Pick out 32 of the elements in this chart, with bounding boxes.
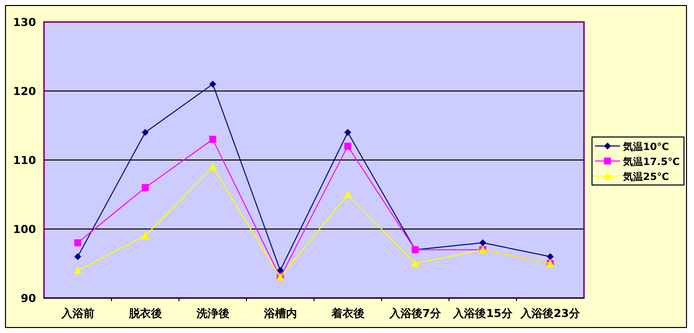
y-tick-label: 130 bbox=[13, 16, 36, 29]
point bbox=[344, 190, 352, 198]
y-tick-label: 110 bbox=[13, 154, 36, 167]
point bbox=[74, 266, 82, 274]
point bbox=[142, 184, 149, 192]
x-tick-label: 入浴後7分 bbox=[388, 307, 442, 320]
legend-label: 気温25℃ bbox=[622, 171, 670, 183]
point bbox=[208, 162, 217, 170]
point bbox=[546, 253, 554, 260]
x-tick-label: 入浴後15分 bbox=[452, 307, 514, 320]
x-tick-label: 入浴後23分 bbox=[520, 307, 581, 320]
x-tick-label: 着衣後 bbox=[330, 307, 364, 320]
y-tick-label: 100 bbox=[13, 223, 36, 236]
point bbox=[479, 239, 486, 246]
x-tick-label: 洗浄後 bbox=[195, 307, 230, 320]
point bbox=[142, 128, 149, 136]
point bbox=[141, 232, 150, 240]
point bbox=[74, 239, 82, 246]
point bbox=[411, 260, 420, 267]
point bbox=[344, 142, 352, 150]
y-tick-label: 90 bbox=[20, 292, 36, 305]
point bbox=[276, 266, 284, 274]
legend-label: 気温10℃ bbox=[622, 141, 670, 153]
point bbox=[209, 136, 216, 143]
y-tick-label: 120 bbox=[13, 85, 36, 98]
x-tick-label: 脱衣後 bbox=[128, 307, 162, 320]
legend-label: 気温17.5℃ bbox=[622, 156, 680, 168]
point bbox=[209, 80, 216, 88]
x-tick-label: 浴槽内 bbox=[262, 307, 297, 320]
point bbox=[74, 253, 82, 260]
x-tick-label: 入浴前 bbox=[60, 307, 94, 320]
point bbox=[344, 128, 352, 136]
